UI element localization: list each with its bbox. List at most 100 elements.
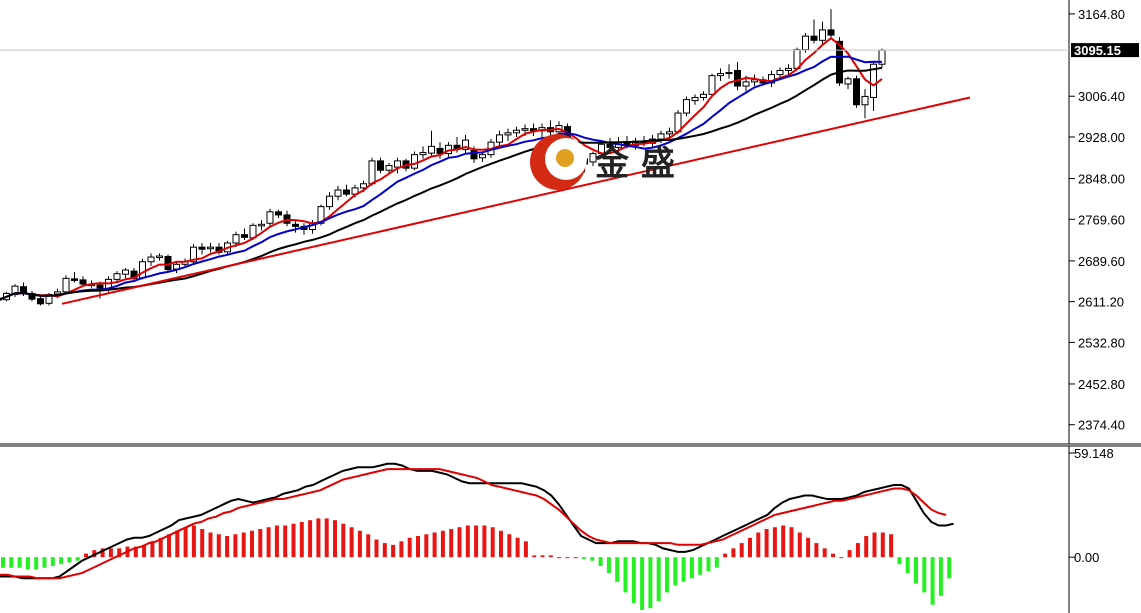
price-tick-label: 2769.60 [1078,212,1125,227]
macd-bar [648,557,653,609]
macd-bar [84,553,88,558]
macd-bar [855,543,860,558]
price-tick-label: 2689.60 [1078,254,1125,269]
macd-bar [831,553,835,558]
macd-bar [75,557,80,561]
macd-bar [440,530,445,558]
macd-bar [797,532,802,558]
candle [810,19,818,44]
candle [394,157,401,174]
macd-bar [200,528,205,558]
macd-bar [432,532,437,558]
candle [853,75,860,108]
candle [666,127,673,139]
signal-line [0,468,947,580]
price-tick-label: 3006.40 [1078,89,1125,104]
price-tick-label: 2532.80 [1078,335,1125,350]
macd-bar [615,557,620,582]
macd-bar [739,543,744,558]
macd-bar [756,532,761,558]
ma-line [0,55,883,301]
candle [62,275,70,294]
candle [266,208,274,227]
price-tick-label: 2374.40 [1078,418,1125,433]
macd-bar [316,518,321,558]
macd-bar [167,534,171,558]
macd-bar [366,534,371,558]
macd-bar [806,537,811,558]
macd-bar [872,532,877,558]
macd-bar [258,528,263,558]
price-panel [0,9,971,306]
macd-bar [723,553,728,558]
macd-bar [333,520,337,558]
macd-bar [42,557,47,568]
candle [300,223,308,235]
candle [708,73,716,97]
macd-bar [532,555,537,558]
candle [606,138,614,152]
candle [700,91,707,101]
candle [275,209,282,219]
macd-bar [947,557,952,579]
macd-bar [748,537,752,558]
macd-bar [266,527,271,558]
candle [283,210,291,227]
macd-bar [1,557,5,568]
macd-bar [474,525,479,558]
macd-bar [357,530,362,558]
macd-bar [324,518,329,558]
candlesticks [0,9,886,306]
candle [122,267,129,279]
moving-average-lines [0,36,883,301]
macd-bar [108,548,113,558]
macd-bar [665,557,669,593]
candle [861,89,869,119]
macd-bar [573,557,578,559]
candle [768,70,775,88]
macd-bar [225,536,230,558]
candle [113,271,121,283]
macd-tick-label: 0.00 [1074,550,1099,565]
candle [878,48,886,68]
macd-bar [540,555,545,558]
macd-bar [299,521,304,558]
candle [71,272,78,283]
candle [411,151,418,171]
macd-bar [25,557,30,570]
candle [11,284,19,298]
macd-bar [822,548,827,558]
candle [385,162,393,174]
macd-bar [291,523,296,558]
macd-bar [175,530,180,558]
macd-bar [391,544,396,558]
candle [241,228,248,240]
macd-bar [714,557,719,568]
macd-bar [374,539,379,558]
candle [343,184,350,197]
macd-bar [789,527,794,558]
macd-bar [208,532,213,558]
macd-bar [938,557,943,596]
candle [496,130,503,147]
candle [785,64,792,76]
macd-bar [482,525,487,558]
current-price-tag: 3095.15 [1071,43,1139,58]
macd-bar [557,557,562,559]
macd-bar [930,557,935,605]
macd-bar [100,548,105,558]
macd-bar [499,530,503,558]
candle [147,253,155,266]
candle [717,68,724,81]
macd-bar [598,557,603,566]
price-tick-label: 2848.00 [1078,172,1125,187]
candle [504,128,512,142]
price-tick-label: 3164.80 [1078,7,1125,22]
macd-bar [698,557,703,575]
candle [334,185,342,201]
macd-bar [814,543,819,558]
macd-bar [548,555,553,558]
macd-bar [67,557,72,563]
candle [691,94,699,105]
